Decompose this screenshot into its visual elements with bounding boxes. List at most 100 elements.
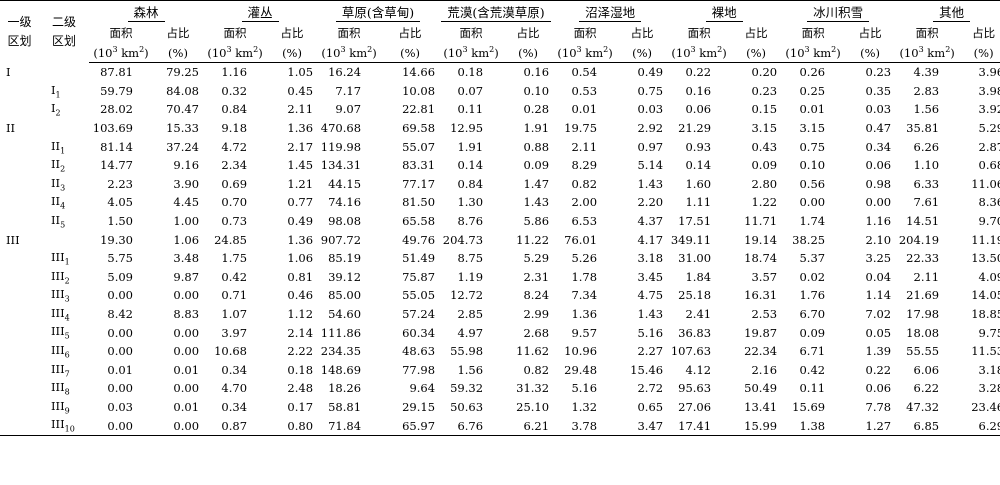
area-cell: 2.00 [571, 195, 598, 210]
area-cell: 17.41 [678, 418, 712, 433]
ratio-cell: 19.14 [744, 232, 778, 247]
level2-cell: II2 [41, 156, 89, 175]
area-cell: 134.31 [320, 158, 362, 173]
ratio-cell: 1.06 [287, 251, 314, 266]
ratio-cell: 2.72 [637, 381, 664, 396]
ratio-cell: 0.00 [173, 344, 200, 359]
area-cell: 2.11 [913, 269, 940, 284]
ratio-cell: 0.97 [637, 139, 664, 154]
area-cell: 6.85 [913, 418, 940, 433]
table-row: I1 59.79 84.08 0.32 0.45 7.17 10.08 0.07 0.10 0.5… [0, 82, 1000, 101]
area-cell: 39.12 [328, 269, 362, 284]
ratio-cell: 5.29 [523, 251, 550, 266]
area-unit: (103 km2) [89, 43, 153, 63]
area-cell: 24.85 [214, 232, 248, 247]
ratio-cell: 51.49 [402, 251, 436, 266]
level1-cell [0, 305, 41, 324]
ratio-cell: 25.10 [516, 399, 550, 414]
ratio-cell: 0.43 [751, 139, 778, 154]
ratio-cell: 3.45 [637, 269, 664, 284]
area-cell: 204.19 [898, 232, 940, 247]
level1-cell [0, 212, 41, 231]
ratio-cell: 3.18 [978, 362, 1000, 377]
area-cell: 76.01 [564, 232, 598, 247]
group-header-label: 冰川积雪 [807, 2, 870, 22]
area-unit-exp2: 2 [139, 45, 145, 55]
area-cell: 15.69 [792, 399, 826, 414]
level2-sub: 3 [60, 183, 66, 192]
ratio-label: 占比 [280, 25, 304, 40]
area-label: 面积 [573, 25, 597, 40]
ratio-cell: 49.76 [402, 232, 436, 247]
area-unit-km: km [345, 45, 368, 60]
ratio-cell: 0.00 [173, 288, 200, 303]
area-cell: 0.00 [107, 288, 133, 303]
ratio-cell: 2.31 [523, 269, 550, 284]
table-row: III3 0.00 0.00 0.71 0.46 85.00 55.05 12.72 8.24 7… [0, 286, 1000, 305]
area-cell: 119.98 [320, 139, 362, 154]
table-row: III1 5.75 3.48 1.75 1.06 85.19 51.49 8.75 5.29 5.… [0, 249, 1000, 268]
ratio-unit: (%) [845, 43, 896, 63]
area-cell: 14.77 [100, 158, 133, 173]
ratio-cell: 81.50 [402, 195, 436, 210]
area-unit-pre: (10 [899, 45, 919, 60]
area-cell: 7.34 [571, 288, 598, 303]
level2-cell [41, 63, 89, 82]
area-cell: 74.16 [328, 195, 362, 210]
area-label: 面积 [459, 25, 483, 40]
ratio-cell: 9.70 [978, 214, 1000, 229]
ratio-cell: 15.99 [744, 418, 778, 433]
area-cell: 0.01 [571, 102, 598, 117]
ratio-cell: 1.27 [865, 418, 892, 433]
ratio-cell: 0.23 [751, 83, 778, 98]
level2-sub: 2 [55, 108, 61, 118]
area-cell: 2.11 [571, 139, 598, 154]
ratio-cell: 2.99 [523, 307, 550, 322]
level1-cell: II [6, 121, 16, 136]
ratio-cell: 75.87 [402, 269, 436, 284]
area-unit-exp: 3 [804, 45, 810, 55]
ratio-cell: 2.68 [523, 325, 550, 340]
ratio-cell: 3.90 [173, 176, 200, 191]
area-cell: 1.16 [221, 65, 248, 80]
level2-main: II [51, 138, 61, 153]
ratio-cell: 5.86 [523, 214, 550, 229]
ratio-cell: 0.65 [637, 399, 664, 414]
area-cell: 470.68 [320, 121, 362, 136]
level1-cell [0, 268, 41, 287]
group-header-label: 裸地 [705, 2, 743, 22]
area-cell: 1.56 [913, 102, 940, 117]
area-unit-close: ) [608, 45, 613, 60]
area-unit-pre: (10 [321, 45, 341, 60]
area-unit-pre: (10 [671, 45, 691, 60]
ratio-cell: 3.92 [978, 102, 1000, 117]
area-cell: 8.75 [457, 251, 484, 266]
ratio-cell: 1.45 [287, 158, 314, 173]
ratio-cell: 0.49 [637, 65, 664, 80]
area-cell: 1.07 [221, 307, 248, 322]
area-cell: 7.17 [335, 83, 362, 98]
area-cell: 6.33 [913, 176, 940, 191]
area-cell: 21.29 [678, 121, 712, 136]
area-unit: (103 km2) [781, 43, 846, 63]
area-cell: 1.11 [685, 195, 712, 210]
level2-main: II [51, 157, 61, 172]
ratio-cell: 18.74 [744, 251, 778, 266]
area-cell: 36.83 [678, 325, 712, 340]
ratio-unit: (%) [503, 43, 554, 63]
area-cell: 0.02 [799, 269, 826, 284]
ratio-label: 占比 [166, 25, 190, 40]
ratio-cell: 0.05 [865, 325, 892, 340]
ratio-cell: 3.47 [637, 418, 664, 433]
level2-cell: III3 [41, 286, 89, 305]
level2-cell: III2 [41, 268, 89, 287]
level1-cell [0, 416, 41, 435]
level2-main: III [51, 305, 65, 320]
ratio-cell: 9.87 [173, 269, 200, 284]
area-cell: 6.26 [913, 139, 940, 154]
area-cell: 0.10 [799, 158, 826, 173]
vegetation-area-table: 一级区划 二级区划 森林 灌丛 草原(含草甸) 荒漠(含荒漠草原) 沼泽湿地 裸地 冰川积雪… [0, 0, 1000, 436]
level2-sub: 5 [64, 331, 70, 341]
ratio-cell: 70.47 [166, 102, 200, 117]
area-label: 面积 [223, 25, 247, 40]
